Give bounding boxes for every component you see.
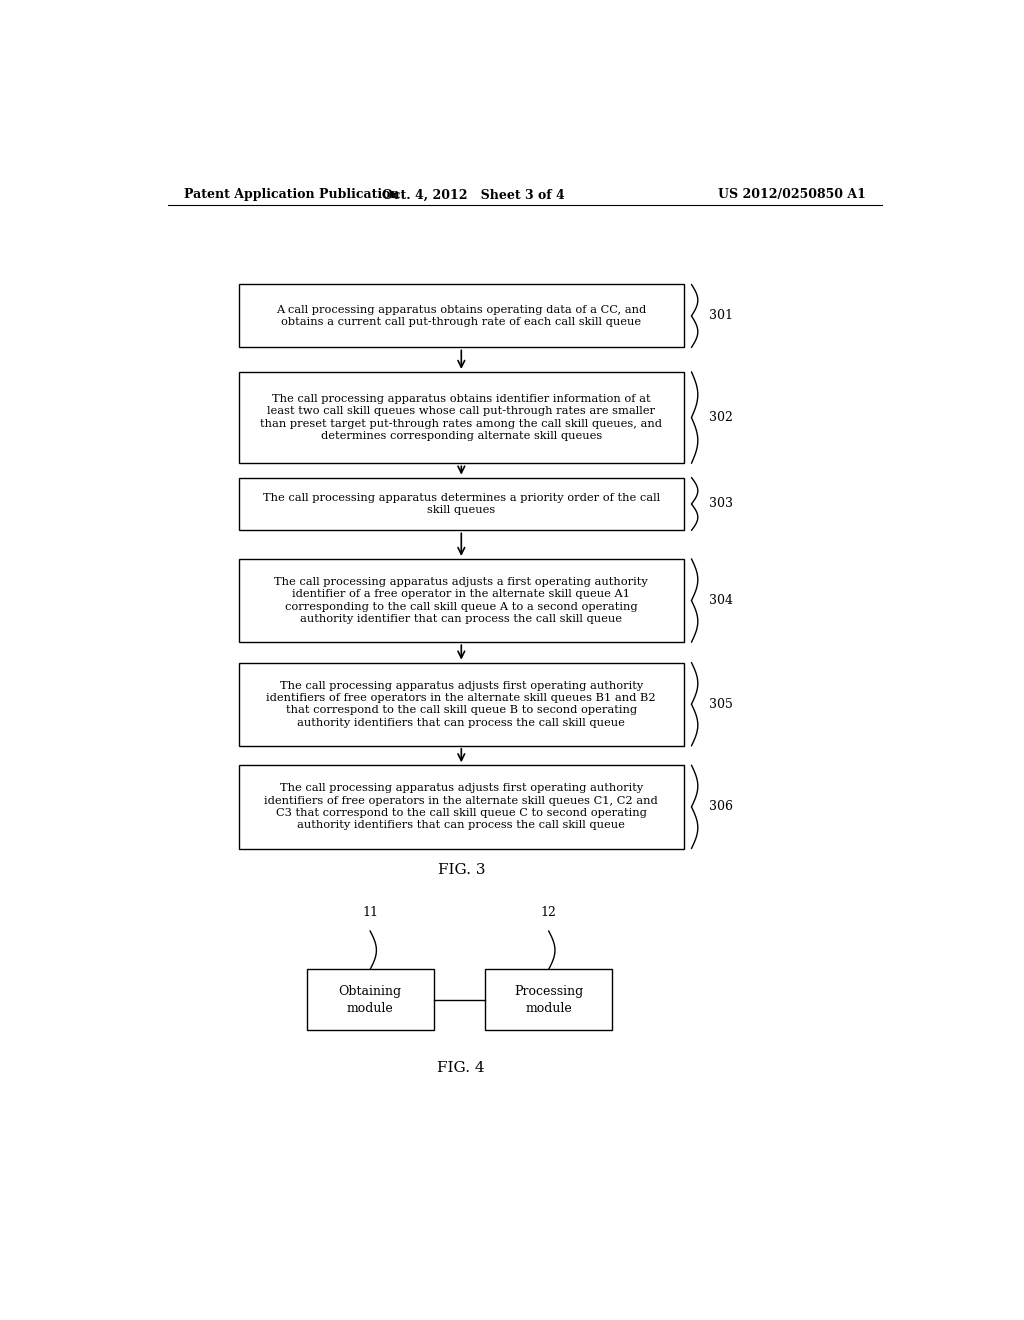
Text: The call processing apparatus adjusts first operating authority
identifiers of f: The call processing apparatus adjusts fi… bbox=[266, 681, 656, 727]
Text: 11: 11 bbox=[362, 906, 378, 919]
Text: 302: 302 bbox=[709, 411, 733, 424]
Text: The call processing apparatus determines a priority order of the call
skill queu: The call processing apparatus determines… bbox=[263, 492, 659, 515]
Text: The call processing apparatus adjusts a first operating authority
identifier of : The call processing apparatus adjusts a … bbox=[274, 577, 648, 624]
Text: The call processing apparatus obtains identifier information of at
least two cal: The call processing apparatus obtains id… bbox=[260, 393, 663, 441]
Text: FIG. 3: FIG. 3 bbox=[437, 863, 485, 876]
Bar bbox=[239, 372, 684, 463]
Bar bbox=[239, 478, 684, 531]
Text: Processing
module: Processing module bbox=[514, 985, 584, 1015]
Bar bbox=[239, 766, 684, 849]
Text: The call processing apparatus adjusts first operating authority
identifiers of f: The call processing apparatus adjusts fi… bbox=[264, 783, 658, 830]
Text: 305: 305 bbox=[709, 698, 733, 710]
Text: 303: 303 bbox=[709, 498, 733, 511]
Text: 306: 306 bbox=[709, 800, 733, 813]
Bar bbox=[239, 663, 684, 746]
Text: US 2012/0250850 A1: US 2012/0250850 A1 bbox=[718, 189, 866, 202]
Text: Obtaining
module: Obtaining module bbox=[339, 985, 401, 1015]
Text: 304: 304 bbox=[709, 594, 733, 607]
Text: Oct. 4, 2012   Sheet 3 of 4: Oct. 4, 2012 Sheet 3 of 4 bbox=[382, 189, 564, 202]
Bar bbox=[239, 558, 684, 643]
Bar bbox=[239, 284, 684, 347]
Bar bbox=[485, 969, 612, 1031]
Text: 301: 301 bbox=[709, 309, 733, 322]
Text: Patent Application Publication: Patent Application Publication bbox=[183, 189, 399, 202]
Bar bbox=[306, 969, 433, 1031]
Text: 12: 12 bbox=[541, 906, 557, 919]
Text: FIG. 4: FIG. 4 bbox=[437, 1061, 485, 1074]
Text: A call processing apparatus obtains operating data of a CC, and
obtains a curren: A call processing apparatus obtains oper… bbox=[276, 305, 646, 327]
